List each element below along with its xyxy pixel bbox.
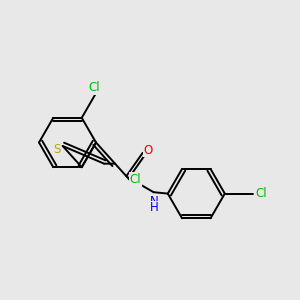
Text: Cl: Cl — [255, 187, 267, 200]
Text: Cl: Cl — [89, 81, 100, 94]
Text: O: O — [144, 144, 153, 157]
Text: N: N — [150, 195, 158, 208]
Text: H: H — [150, 201, 158, 214]
Text: Cl: Cl — [130, 173, 142, 186]
Text: S: S — [53, 142, 60, 155]
